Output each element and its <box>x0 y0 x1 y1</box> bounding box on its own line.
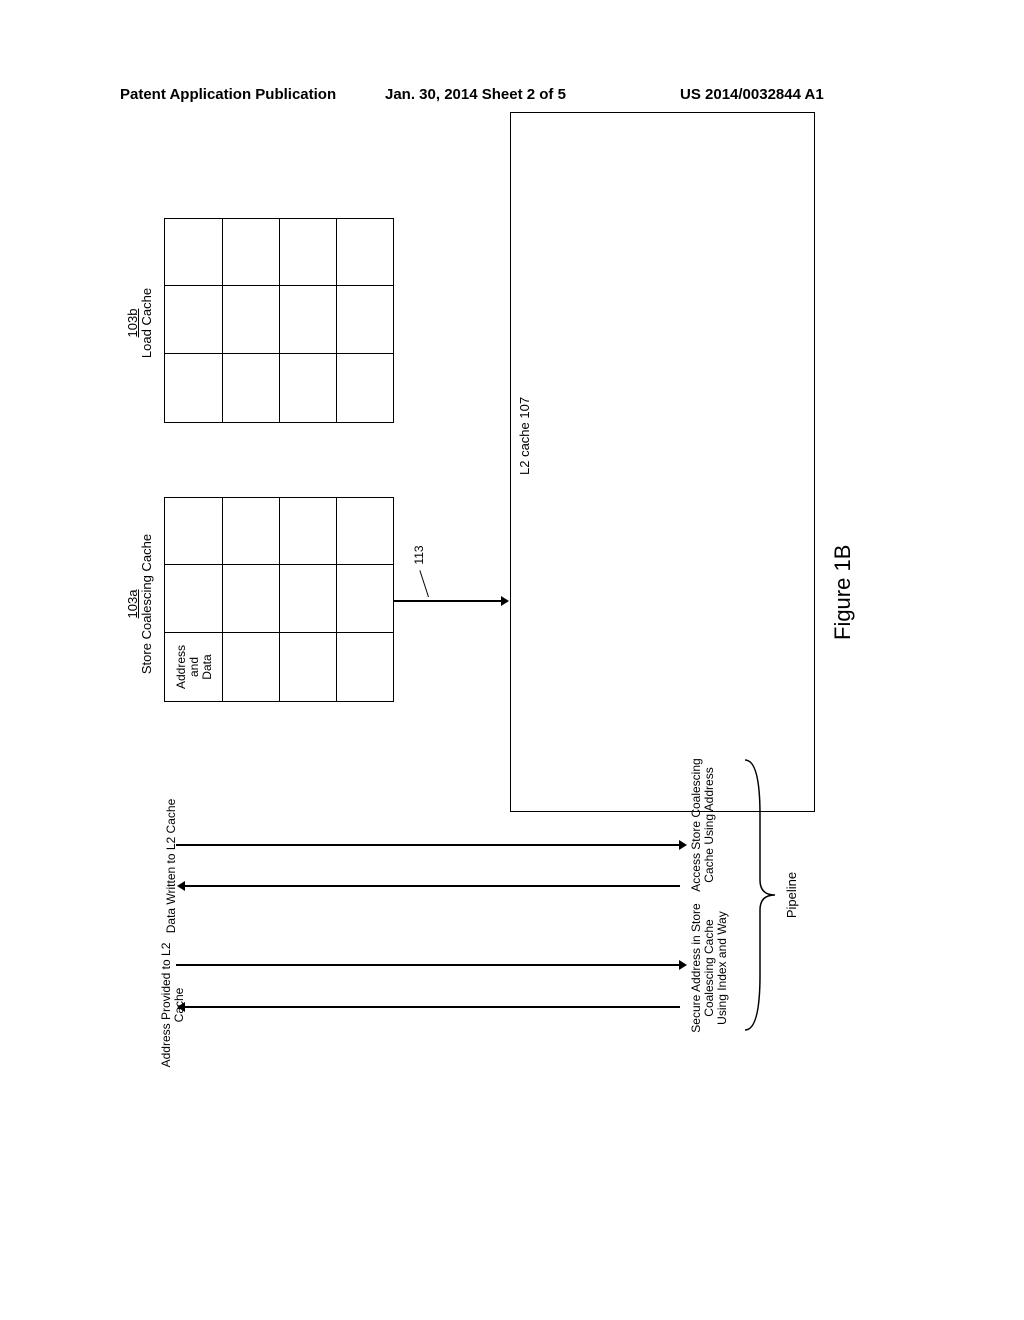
l2-cache-label: L2 cache 107 <box>518 355 532 475</box>
pipeline-arrow-up-1 <box>184 1007 680 1009</box>
load-cache-grid <box>164 218 394 423</box>
pipeline-step-1: Secure Address in Store Coalescing Cache… <box>690 888 730 1048</box>
load-cache-ref: 103b <box>125 309 140 338</box>
figure-rotated-canvas: 103a Store Coalescing Cache Address and … <box>130 60 890 1080</box>
pipeline-arrow-down-1 <box>176 965 680 967</box>
pipeline-brace <box>740 755 780 1035</box>
arrow-store-to-l2 <box>394 601 502 603</box>
figure-label: Figure 1B <box>830 545 856 640</box>
page: Patent Application Publication Jan. 30, … <box>0 0 1024 1320</box>
load-cache-title: 103b Load Cache <box>126 233 155 413</box>
pipeline-arrow-up-2 <box>184 886 680 888</box>
pipeline-up-label-2: Data Written to L2 Cache <box>165 791 178 941</box>
pipeline-step-2: Access Store Coalescing Cache Using Addr… <box>690 745 716 905</box>
store-cache-ref: 103a <box>125 590 140 619</box>
pipeline-arrow-down-2 <box>176 845 680 847</box>
pipeline-label: Pipeline <box>785 850 799 940</box>
store-cache-name: Store Coalescing Cache <box>139 534 154 674</box>
ref-113-leader <box>419 570 429 597</box>
store-cache-title: 103a Store Coalescing Cache <box>126 504 155 704</box>
ref-113: 113 <box>413 540 426 570</box>
pipeline-up-label-1: Address Provided to L2 Cache <box>160 940 186 1070</box>
store-coalescing-cache-grid: Address and Data <box>164 497 394 702</box>
store-cache-cell-label: Address and Data <box>175 637 215 697</box>
figure-1b: 103a Store Coalescing Cache Address and … <box>0 130 1024 1320</box>
load-cache-name: Load Cache <box>139 288 154 358</box>
l2-cache-box <box>510 112 815 812</box>
